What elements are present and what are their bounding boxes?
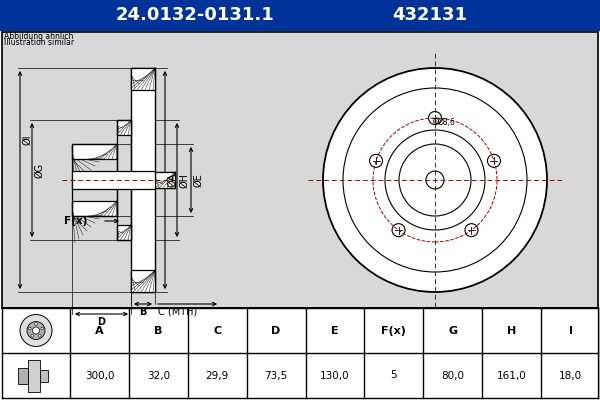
Bar — [0, 0, 600, 30]
Text: C (MTH): C (MTH) — [158, 307, 197, 317]
Bar — [72, 171, 155, 189]
Bar — [2, 32, 598, 308]
Text: A: A — [95, 326, 104, 336]
Bar — [40, 370, 48, 382]
Text: 73,5: 73,5 — [265, 370, 288, 380]
Text: 5: 5 — [391, 370, 397, 380]
Text: 161,0: 161,0 — [497, 370, 527, 380]
Circle shape — [27, 322, 45, 340]
Circle shape — [31, 334, 34, 337]
Bar — [117, 120, 131, 240]
Circle shape — [32, 327, 40, 334]
Bar — [72, 201, 117, 216]
Text: F(x): F(x) — [64, 216, 87, 226]
Text: 300,0: 300,0 — [85, 370, 114, 380]
Circle shape — [323, 68, 547, 292]
Circle shape — [343, 88, 527, 272]
Bar — [2, 308, 598, 398]
Circle shape — [38, 334, 41, 337]
Bar — [131, 68, 155, 90]
Bar — [72, 144, 117, 159]
Text: H: H — [507, 326, 516, 336]
Text: 80,0: 80,0 — [441, 370, 464, 380]
Text: 29,9: 29,9 — [206, 370, 229, 380]
Bar — [18, 368, 28, 384]
Text: 32,0: 32,0 — [147, 370, 170, 380]
Text: ØA: ØA — [167, 173, 177, 187]
Text: 24.0132-0131.1: 24.0132-0131.1 — [116, 6, 274, 24]
Circle shape — [35, 323, 37, 325]
Text: Illustration similar: Illustration similar — [4, 38, 74, 47]
Circle shape — [392, 224, 405, 237]
Circle shape — [385, 130, 485, 230]
Text: B: B — [154, 326, 163, 336]
Text: Abbildung ähnlich: Abbildung ähnlich — [4, 32, 73, 41]
Bar — [2, 32, 598, 308]
Bar — [155, 172, 175, 188]
Circle shape — [428, 112, 442, 124]
Bar — [72, 144, 117, 216]
Circle shape — [426, 171, 444, 189]
Circle shape — [20, 314, 52, 346]
Text: C: C — [213, 326, 221, 336]
Circle shape — [41, 327, 43, 330]
Bar — [117, 225, 131, 240]
Text: G: G — [448, 326, 457, 336]
Bar — [155, 172, 175, 188]
Text: D: D — [271, 326, 281, 336]
Circle shape — [29, 327, 31, 330]
Circle shape — [370, 154, 383, 167]
Text: B: B — [139, 307, 146, 317]
Circle shape — [487, 154, 500, 167]
Circle shape — [465, 224, 478, 237]
Text: F(x): F(x) — [382, 326, 406, 336]
Text: 18,0: 18,0 — [559, 370, 582, 380]
Text: ØE: ØE — [193, 173, 203, 187]
Text: 130,0: 130,0 — [320, 370, 350, 380]
Text: Ø8,6: Ø8,6 — [438, 118, 456, 127]
Text: 432131: 432131 — [392, 6, 467, 24]
Bar — [117, 120, 131, 135]
Text: ØG: ØG — [34, 162, 44, 178]
Bar — [131, 270, 155, 292]
Text: I: I — [569, 326, 572, 336]
Text: ØH: ØH — [179, 172, 189, 188]
Text: Ate: Ate — [389, 211, 461, 249]
Circle shape — [399, 144, 471, 216]
Bar — [131, 68, 155, 292]
Bar — [28, 360, 40, 392]
Text: E: E — [331, 326, 339, 336]
Text: D: D — [97, 317, 106, 327]
Text: ØI: ØI — [22, 135, 32, 145]
